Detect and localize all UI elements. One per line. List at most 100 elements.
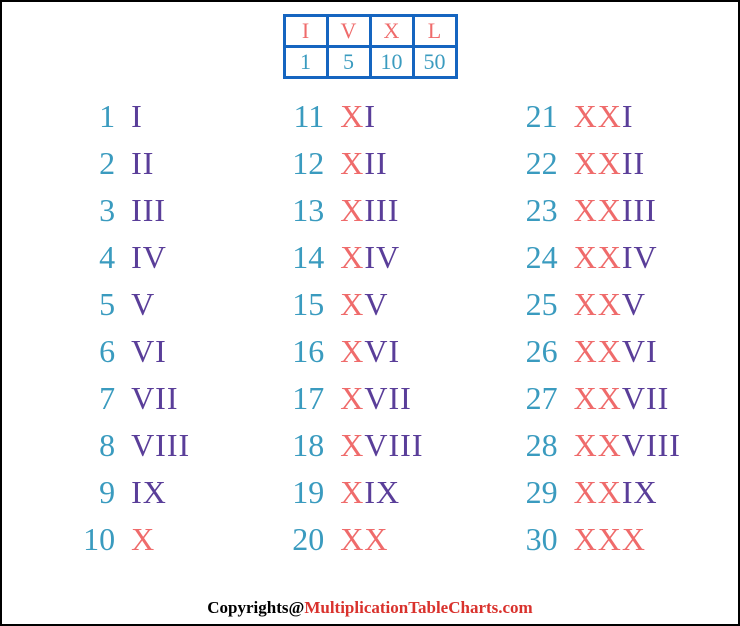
arabic-number: 8 <box>59 422 131 469</box>
arabic-number: 21 <box>502 93 574 140</box>
roman-numeral: XXIII <box>574 187 657 234</box>
roman-part-purple: V <box>131 286 155 322</box>
roman-part-red: XX <box>574 427 622 463</box>
arabic-number: 20 <box>268 516 340 563</box>
arabic-number: 17 <box>268 375 340 422</box>
roman-numeral: I <box>131 93 143 140</box>
numeral-row: 3III <box>59 187 190 234</box>
arabic-number: 22 <box>502 140 574 187</box>
arabic-number: 6 <box>59 328 131 375</box>
roman-numeral: XIX <box>340 469 400 516</box>
arabic-number: 11 <box>268 93 340 140</box>
roman-part-purple: IV <box>622 239 658 275</box>
arabic-number: 28 <box>502 422 574 469</box>
roman-numeral: XII <box>340 140 387 187</box>
roman-part-purple: VI <box>622 333 658 369</box>
roman-numeral: XVI <box>340 328 400 375</box>
roman-part-purple: II <box>364 145 387 181</box>
numeral-row: 17XVII <box>268 375 423 422</box>
legend-value: 5 <box>327 47 370 78</box>
numeral-row: 21XXI <box>502 93 681 140</box>
arabic-number: 3 <box>59 187 131 234</box>
numeral-row: 4IV <box>59 234 190 281</box>
roman-part-red: XX <box>574 98 622 134</box>
roman-part-purple: VII <box>364 380 411 416</box>
numeral-column: 11XI12XII13XIII14XIV15XV16XVI17XVII18XVI… <box>268 93 423 563</box>
numeral-row: 13XIII <box>268 187 423 234</box>
footer-prefix: Copyrights@ <box>207 598 304 617</box>
roman-part-red: X <box>340 380 364 416</box>
numeral-column: 21XXI22XXII23XXIII24XXIV25XXV26XXVI27XXV… <box>502 93 681 563</box>
numeral-row: 18XVIII <box>268 422 423 469</box>
roman-part-purple: III <box>364 192 399 228</box>
numeral-row: 7VII <box>59 375 190 422</box>
roman-numeral: XXX <box>574 516 646 563</box>
arabic-number: 14 <box>268 234 340 281</box>
numeral-columns: 1I2II3III4IV5V6VI7VII8VIII9IX10X11XI12XI… <box>2 85 738 563</box>
roman-part-red: XX <box>574 474 622 510</box>
arabic-number: 13 <box>268 187 340 234</box>
roman-numeral: X <box>131 516 155 563</box>
roman-part-red: XX <box>574 333 622 369</box>
arabic-number: 30 <box>502 516 574 563</box>
arabic-number: 10 <box>59 516 131 563</box>
roman-part-red: XX <box>574 192 622 228</box>
numeral-row: 30XXX <box>502 516 681 563</box>
roman-numeral: IV <box>131 234 167 281</box>
roman-part-red: X <box>131 521 155 557</box>
roman-part-purple: IV <box>131 239 167 275</box>
arabic-number: 19 <box>268 469 340 516</box>
roman-part-red: X <box>340 333 364 369</box>
arabic-number: 9 <box>59 469 131 516</box>
roman-numeral: XXII <box>574 140 646 187</box>
roman-part-purple: III <box>131 192 166 228</box>
numeral-row: 19XIX <box>268 469 423 516</box>
numeral-column: 1I2II3III4IV5V6VI7VII8VIII9IX10X <box>59 93 190 563</box>
roman-part-purple: II <box>622 145 645 181</box>
roman-part-red: XX <box>574 380 622 416</box>
legend-value: 10 <box>370 47 413 78</box>
numeral-row: 11XI <box>268 93 423 140</box>
numeral-row: 27XXVII <box>502 375 681 422</box>
numeral-row: 22XXII <box>502 140 681 187</box>
numeral-row: 25XXV <box>502 281 681 328</box>
legend-symbol: I <box>284 16 327 47</box>
arabic-number: 24 <box>502 234 574 281</box>
roman-part-red: XX <box>340 521 388 557</box>
roman-part-purple: VIII <box>364 427 423 463</box>
numeral-row: 29XXIX <box>502 469 681 516</box>
roman-numeral: XVIII <box>340 422 423 469</box>
roman-numeral: XXVI <box>574 328 658 375</box>
roman-part-red: X <box>340 98 364 134</box>
arabic-number: 7 <box>59 375 131 422</box>
arabic-number: 23 <box>502 187 574 234</box>
numeral-row: 15XV <box>268 281 423 328</box>
legend-symbol: L <box>413 16 456 47</box>
roman-numeral: IX <box>131 469 167 516</box>
roman-numeral: XXVIII <box>574 422 681 469</box>
roman-part-purple: VI <box>131 333 167 369</box>
arabic-number: 4 <box>59 234 131 281</box>
roman-numeral: XV <box>340 281 388 328</box>
numeral-row: 8VIII <box>59 422 190 469</box>
arabic-number: 5 <box>59 281 131 328</box>
roman-part-red: X <box>340 145 364 181</box>
roman-numeral: XVII <box>340 375 412 422</box>
roman-part-red: X <box>340 192 364 228</box>
roman-part-red: XX <box>574 145 622 181</box>
roman-part-red: X <box>340 474 364 510</box>
numeral-row: 26XXVI <box>502 328 681 375</box>
legend-values-row: 1 5 10 50 <box>284 47 456 78</box>
roman-part-purple: II <box>131 145 154 181</box>
roman-numeral: VII <box>131 375 178 422</box>
arabic-number: 25 <box>502 281 574 328</box>
roman-part-purple: V <box>622 286 646 322</box>
roman-part-purple: VIII <box>622 427 681 463</box>
roman-numeral: XX <box>340 516 388 563</box>
roman-part-purple: VII <box>131 380 178 416</box>
roman-numeral: III <box>131 187 166 234</box>
roman-part-red: XX <box>574 239 622 275</box>
roman-part-purple: VI <box>364 333 400 369</box>
numeral-row: 23XXIII <box>502 187 681 234</box>
roman-part-purple: IX <box>364 474 400 510</box>
